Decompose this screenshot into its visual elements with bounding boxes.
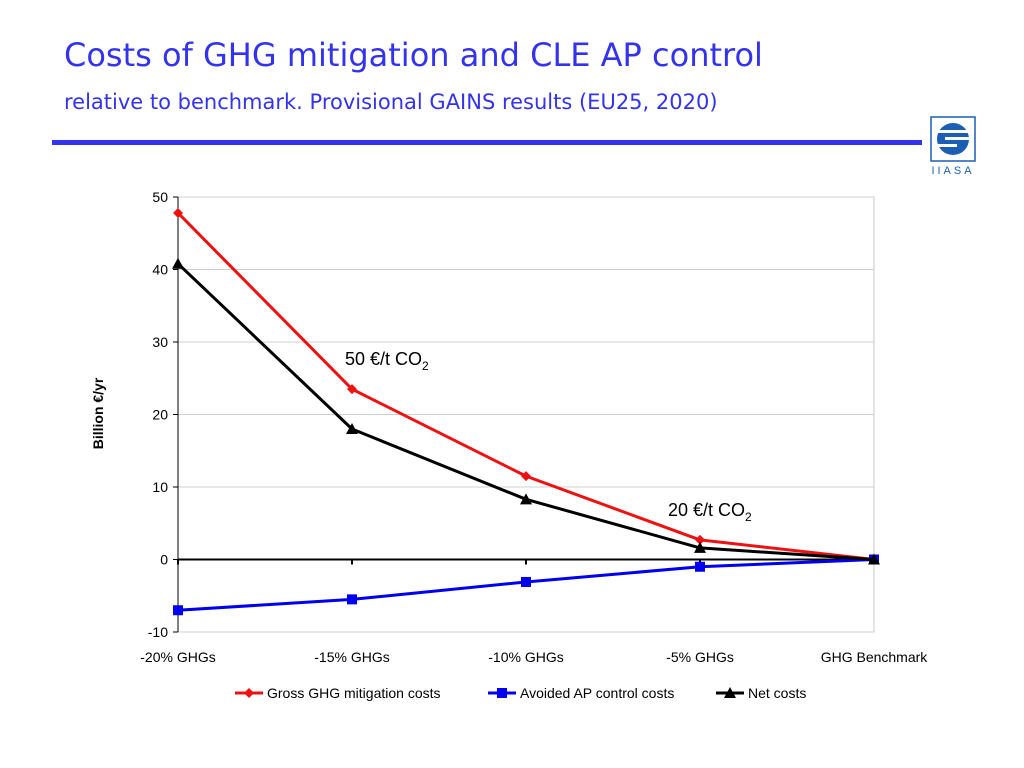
- x-tick-label: -10% GHGs: [488, 649, 563, 665]
- legend-label: Net costs: [748, 685, 806, 701]
- axis-layer: 50 40 30 20 10 0 -10 -20% GHGs -15% GHGs -10% GHG…: [90, 189, 928, 665]
- legend-marker: [497, 688, 507, 698]
- y-tick-label: 50: [152, 189, 168, 205]
- y-axis-label: Billion €/yr: [90, 377, 106, 449]
- y-tick-label: 40: [152, 262, 168, 278]
- chart-annotation: 20 €/t CO2: [668, 500, 752, 524]
- data-point: [173, 207, 183, 218]
- y-tick-label: 30: [152, 334, 168, 350]
- y-tick-label: 10: [152, 479, 168, 495]
- x-tick-label: GHG Benchmark: [821, 649, 929, 665]
- y-tick-label: -10: [148, 624, 168, 640]
- data-point: [520, 493, 532, 505]
- title-divider: [52, 140, 922, 145]
- data-point: [347, 384, 357, 395]
- data-point: [695, 561, 705, 572]
- logo-band: [945, 137, 969, 140]
- data-point: [694, 541, 706, 553]
- data-point: [347, 594, 357, 605]
- data-point: [868, 553, 880, 565]
- legend-label: Gross GHG mitigation costs: [267, 685, 441, 701]
- series-layer: [172, 207, 880, 616]
- series-line: [176, 211, 875, 561]
- legend: Gross GHG mitigation costs Avoided AP con…: [235, 685, 806, 701]
- data-point: [521, 576, 531, 587]
- legend-label: Avoided AP control costs: [520, 685, 674, 701]
- y-tick-label: 20: [152, 407, 168, 423]
- y-tick-label: 0: [160, 552, 168, 568]
- data-point: [173, 605, 183, 616]
- logo-text: IIASA: [931, 165, 974, 176]
- x-tick-label: -5% GHGs: [666, 649, 734, 665]
- legend-marker: [244, 688, 254, 698]
- series-line: [176, 262, 875, 561]
- data-point: [695, 534, 705, 545]
- x-tick-label: -15% GHGs: [314, 649, 389, 665]
- data-point: [346, 423, 358, 434]
- chart-annotation: 50 €/t CO2: [345, 349, 429, 373]
- grid-layer: [177, 196, 875, 633]
- legend-marker: [724, 687, 736, 698]
- data-point: [521, 471, 531, 482]
- logo-band: [937, 130, 969, 133]
- iiasa-logo: IIASA: [930, 116, 976, 176]
- slide-subtitle: relative to benchmark. Provisional GAINS…: [64, 90, 718, 114]
- logo-frame: [930, 116, 976, 162]
- slide-title: Costs of GHG mitigation and CLE AP contr…: [64, 36, 763, 74]
- label-layer: 50 €/t CO2 20 €/t CO2: [345, 349, 752, 524]
- x-tick-label: -20% GHGs: [140, 649, 215, 665]
- logo-band: [937, 144, 957, 147]
- data-point: [172, 257, 184, 269]
